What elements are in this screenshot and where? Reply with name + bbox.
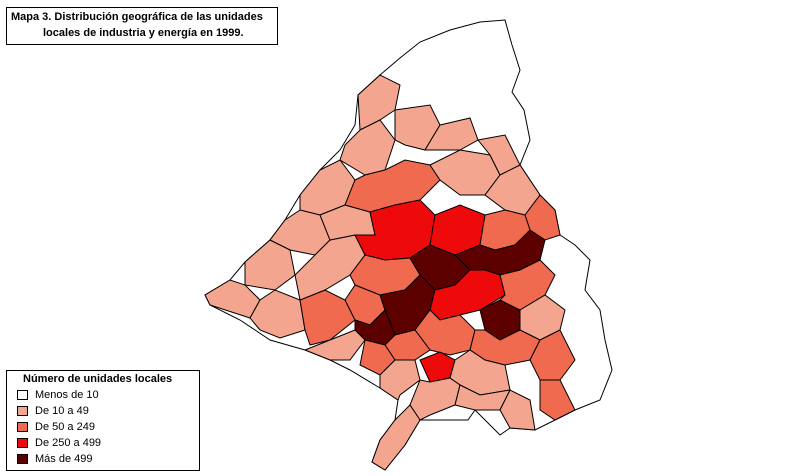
legend-label: De 250 a 499: [35, 437, 102, 449]
legend-swatch: [17, 390, 28, 400]
legend-label: De 10 a 49: [35, 405, 89, 417]
legend-item: Menos de 10: [7, 387, 199, 403]
legend-title: Número de unidades locales: [23, 373, 173, 385]
legend-item: De 250 a 499: [7, 435, 199, 451]
legend-swatch: [17, 438, 28, 448]
legend-swatch: [17, 406, 28, 416]
legend-item: De 50 a 249: [7, 419, 199, 435]
map-legend: Número de unidades locales Menos de 10 D…: [6, 370, 200, 471]
legend-item: De 10 a 49: [7, 403, 199, 419]
map-title: Mapa 3. Distribución geográfica de las u…: [6, 7, 278, 45]
legend-item: Más de 499: [7, 451, 199, 467]
map-title-line-2: locales de industria y energía en 1999.: [43, 27, 244, 39]
map-title-line-1: Mapa 3. Distribución geográfica de las u…: [11, 11, 263, 23]
legend-swatch: [17, 422, 28, 432]
legend-label: Menos de 10: [35, 389, 99, 401]
legend-swatch: [17, 454, 28, 464]
legend-label: Más de 499: [35, 453, 93, 465]
legend-label: De 50 a 249: [35, 421, 95, 433]
